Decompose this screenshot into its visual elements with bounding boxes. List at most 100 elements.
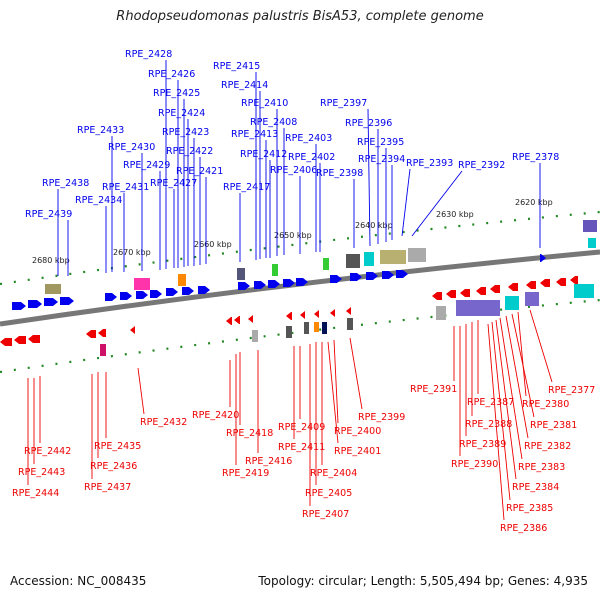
gene-label[interactable]: RPE_2402 (288, 152, 335, 163)
minus-strand-gene (286, 312, 292, 320)
gene-label[interactable]: RPE_2427 (150, 178, 197, 189)
minus-strand-feature (505, 296, 519, 310)
gene-label[interactable]: RPE_2443 (18, 467, 65, 478)
plus-strand-gene (44, 298, 58, 306)
gene-label[interactable]: RPE_2425 (153, 88, 200, 99)
gene-leader-line (511, 313, 535, 418)
gene-label[interactable]: RPE_2384 (512, 482, 559, 493)
gene-label[interactable]: RPE_2424 (158, 108, 205, 119)
gene-label[interactable]: RPE_2388 (465, 419, 512, 430)
gene-label[interactable]: RPE_2403 (285, 133, 332, 144)
plus-strand-gene (60, 297, 74, 305)
minus-strand-feature (286, 326, 292, 338)
gene-leader-line (517, 311, 527, 397)
gene-label[interactable]: RPE_2435 (94, 441, 141, 452)
gene-leader-line (491, 321, 511, 501)
gene-label[interactable]: RPE_2381 (530, 420, 577, 431)
gene-label[interactable]: RPE_2412 (240, 149, 287, 160)
gene-label[interactable]: RPE_2415 (213, 61, 260, 72)
plus-strand-gene (150, 290, 162, 298)
gene-leader-line (495, 319, 517, 480)
minus-strand-gene (460, 289, 470, 297)
gene-label[interactable]: RPE_2423 (162, 127, 209, 138)
gene-label[interactable]: RPE_2414 (221, 80, 268, 91)
plus-strand-gene (283, 279, 295, 287)
plus-strand-feature (380, 250, 406, 264)
minus-strand-gene (226, 317, 232, 325)
plus-strand-feature (408, 248, 426, 262)
gene-label[interactable]: RPE_2386 (500, 523, 547, 534)
plus-strand-gene (28, 300, 42, 308)
gene-label[interactable]: RPE_2432 (140, 417, 187, 428)
plus-strand-gene (105, 293, 117, 301)
gene-label[interactable]: RPE_2439 (25, 209, 72, 220)
gene-label[interactable]: RPE_2418 (226, 428, 273, 439)
gene-label[interactable]: RPE_2377 (548, 385, 595, 396)
gene-label[interactable]: RPE_2401 (334, 446, 381, 457)
gene-label[interactable]: RPE_2398 (316, 168, 363, 179)
gene-label[interactable]: RPE_2410 (241, 98, 288, 109)
gene-label[interactable]: RPE_2389 (459, 439, 506, 450)
plus-strand-feature (45, 284, 61, 294)
plus-strand-gene (540, 254, 546, 262)
gene-label[interactable]: RPE_2383 (518, 462, 565, 473)
gene-label[interactable]: RPE_2422 (166, 146, 213, 157)
gene-label[interactable]: RPE_2385 (506, 503, 553, 514)
gene-label[interactable]: RPE_2428 (125, 49, 172, 60)
gene-label[interactable]: RPE_2408 (250, 117, 297, 128)
plus-strand-feature (178, 274, 186, 286)
gene-label[interactable]: RPE_2391 (410, 384, 457, 395)
kbp-mark: 2640 kbp (355, 221, 393, 230)
gene-label[interactable]: RPE_2444 (12, 488, 59, 499)
gene-label[interactable]: RPE_2397 (320, 98, 367, 109)
gene-label[interactable]: RPE_2394 (358, 154, 405, 165)
minus-strand-gene (314, 310, 319, 318)
gene-label[interactable]: RPE_2400 (334, 426, 381, 437)
gene-label[interactable]: RPE_2433 (77, 125, 124, 136)
plus-strand-feature (583, 220, 597, 232)
gene-label[interactable]: RPE_2382 (524, 441, 571, 452)
gene-label[interactable]: RPE_2434 (75, 195, 122, 206)
gene-label[interactable]: RPE_2431 (102, 182, 149, 193)
gene-label[interactable]: RPE_2392 (458, 160, 505, 171)
gene-label[interactable]: RPE_2411 (278, 442, 325, 453)
gene-label[interactable]: RPE_2438 (42, 178, 89, 189)
minus-strand-gene (432, 292, 442, 300)
minus-strand-gene (98, 329, 106, 337)
plus-strand-gene (166, 288, 178, 296)
gene-label[interactable]: RPE_2420 (192, 410, 239, 421)
minus-strand-feature (314, 322, 319, 332)
gene-label[interactable]: RPE_2405 (305, 488, 352, 499)
gene-label[interactable]: RPE_2387 (467, 397, 514, 408)
gene-label[interactable]: RPE_2421 (176, 166, 223, 177)
gene-label[interactable]: RPE_2413 (231, 129, 278, 140)
minus-strand-gene (14, 336, 26, 344)
gene-label[interactable]: RPE_2437 (84, 482, 131, 493)
gene-label[interactable]: RPE_2419 (222, 468, 269, 479)
gene-label[interactable]: RPE_2390 (451, 459, 498, 470)
gene-label[interactable]: RPE_2407 (302, 509, 349, 520)
gene-label[interactable]: RPE_2436 (90, 461, 137, 472)
gene-label[interactable]: RPE_2429 (123, 160, 170, 171)
minus-strand-gene (28, 335, 40, 343)
gene-label[interactable]: RPE_2380 (522, 399, 569, 410)
gene-label[interactable]: RPE_2406 (270, 165, 317, 176)
gene-leader-line (137, 367, 145, 415)
gene-label[interactable]: RPE_2426 (148, 69, 195, 80)
gene-label[interactable]: RPE_2430 (108, 142, 155, 153)
gene-leader-line (505, 315, 529, 439)
gene-label[interactable]: RPE_2378 (512, 152, 559, 163)
accession-text: Accession: NC_008435 (10, 574, 147, 588)
gene-label[interactable]: RPE_2404 (310, 468, 357, 479)
gene-label[interactable]: RPE_2409 (278, 422, 325, 433)
gene-label[interactable]: RPE_2396 (345, 118, 392, 129)
gene-label[interactable]: RPE_2395 (357, 137, 404, 148)
gene-label[interactable]: RPE_2416 (245, 456, 292, 467)
plus-strand-feature (237, 268, 245, 280)
gene-label[interactable]: RPE_2399 (358, 412, 405, 423)
kbp-mark: 2660 kbp (194, 240, 232, 249)
gene-label[interactable]: RPE_2393 (406, 158, 453, 169)
gene-label[interactable]: RPE_2442 (24, 446, 71, 457)
gene-label[interactable]: RPE_2417 (223, 182, 270, 193)
